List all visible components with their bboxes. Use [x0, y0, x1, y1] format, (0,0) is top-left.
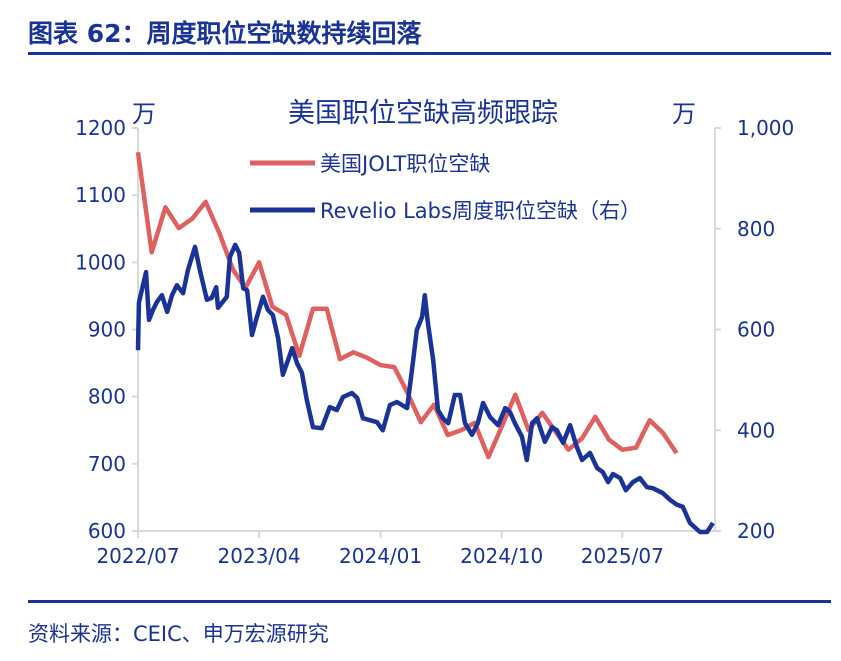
- x-tick-label: 2023/04: [218, 544, 301, 568]
- left-tick-label: 900: [88, 318, 126, 342]
- header-rule: [28, 52, 831, 55]
- source-note: 资料来源：CEIC、申万宏源研究: [28, 622, 329, 646]
- right-tick-label: 800: [737, 217, 775, 241]
- right-tick-label: 400: [737, 418, 775, 442]
- legend: 美国JOLT职位空缺 Revelio Labs周度职位空缺（右）: [250, 152, 641, 223]
- left-tick-label: 1200: [75, 116, 126, 140]
- left-tick-label: 1000: [75, 250, 126, 274]
- x-tick-label: 2022/07: [96, 544, 179, 568]
- legend-label-revelio: Revelio Labs周度职位空缺（右）: [320, 199, 641, 223]
- right-unit: 万: [672, 100, 696, 128]
- left-tick-label: 1100: [75, 183, 126, 207]
- left-tick-label: 800: [88, 385, 126, 409]
- x-tick-label: 2024/10: [460, 544, 543, 568]
- revelio-series-line: [135, 242, 715, 535]
- right-tick-label: 200: [737, 519, 775, 543]
- left-tick-label: 700: [88, 452, 126, 476]
- left-tick-label: 600: [88, 519, 126, 543]
- x-tick-label: 2024/01: [339, 544, 422, 568]
- footer-rule: [28, 600, 831, 603]
- left-unit: 万: [132, 100, 156, 128]
- figure-title: 图表 62：周度职位空缺数持续回落: [28, 19, 422, 48]
- right-tick-label: 600: [737, 318, 775, 342]
- legend-label-jolt: 美国JOLT职位空缺: [320, 152, 490, 176]
- x-tick-label: 2025/07: [581, 544, 664, 568]
- right-tick-label: 1,000: [737, 116, 794, 140]
- chart-title: 美国职位空缺高频跟踪: [288, 98, 558, 129]
